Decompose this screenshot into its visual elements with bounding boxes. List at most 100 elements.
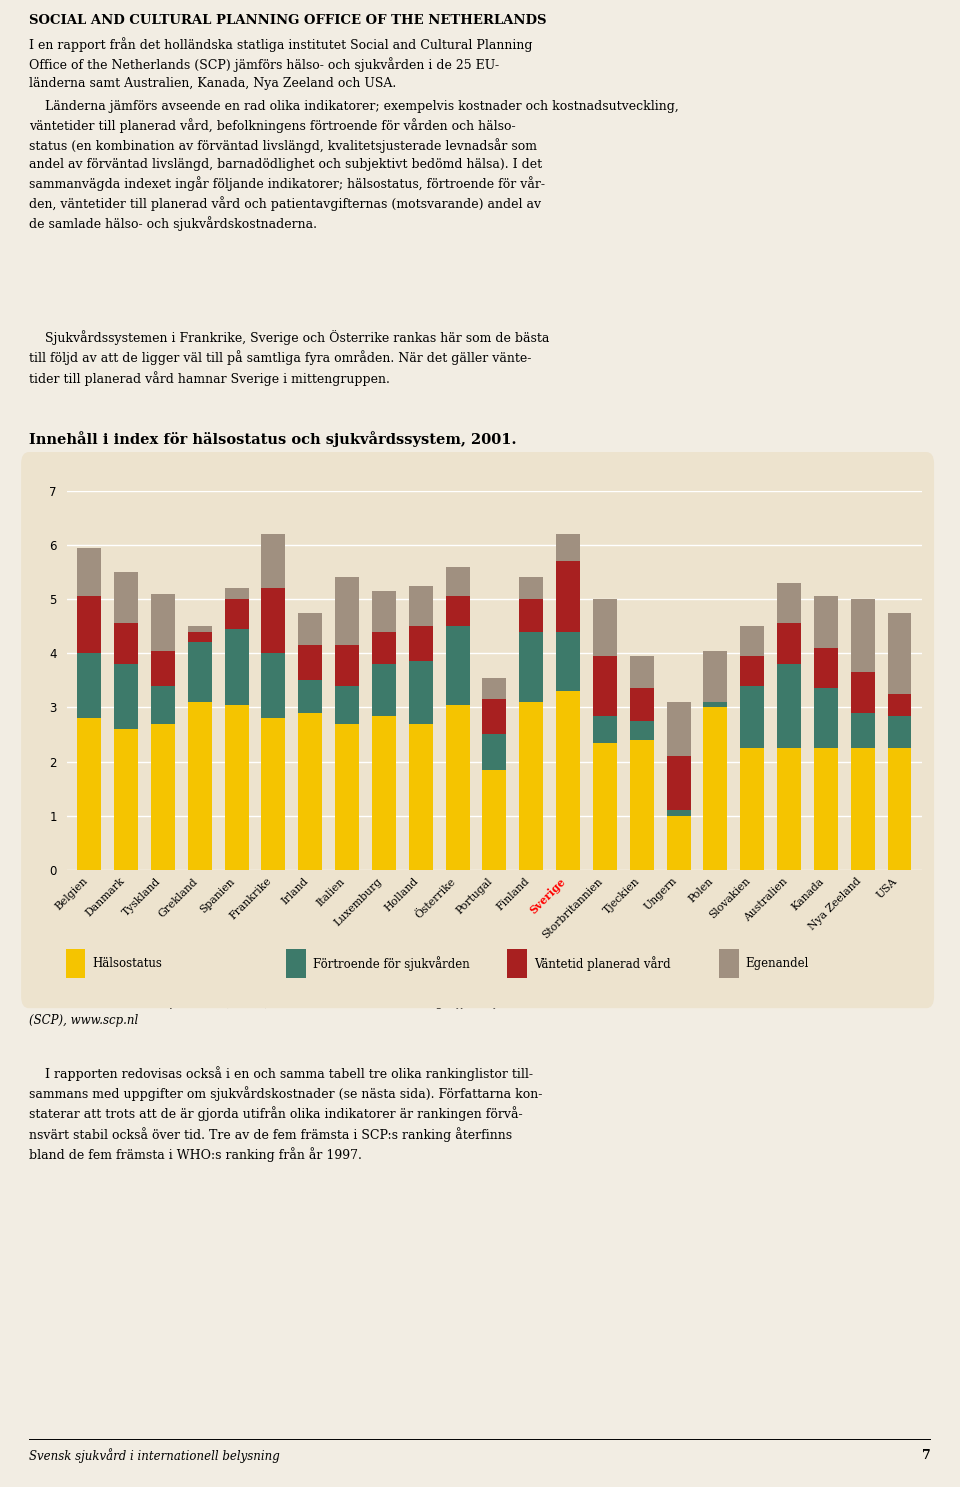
Text: Luxemburg: Luxemburg	[332, 876, 384, 928]
Bar	[483, 699, 506, 735]
Bar	[593, 599, 617, 656]
Bar	[188, 642, 212, 702]
Bar	[335, 724, 359, 870]
Bar	[888, 694, 911, 715]
Bar	[814, 748, 838, 870]
Bar	[151, 650, 175, 686]
Bar	[483, 678, 506, 699]
Bar	[704, 650, 728, 702]
Text: Portugal: Portugal	[454, 876, 494, 916]
Bar	[188, 626, 212, 632]
Bar	[630, 656, 654, 688]
Text: Egenandel: Egenandel	[746, 958, 809, 970]
Bar	[593, 715, 617, 742]
Bar	[151, 593, 175, 650]
Bar	[851, 672, 875, 712]
Bar	[151, 724, 175, 870]
Bar	[483, 735, 506, 770]
Text: Kanada: Kanada	[790, 876, 826, 912]
Bar	[777, 623, 801, 665]
Text: SOCIAL AND CULTURAL PLANNING OFFICE OF THE NETHERLANDS: SOCIAL AND CULTURAL PLANNING OFFICE OF T…	[29, 15, 546, 27]
Bar	[151, 686, 175, 724]
Bar	[78, 653, 101, 718]
Bar	[630, 688, 654, 721]
Bar	[114, 665, 138, 729]
Bar	[851, 599, 875, 672]
Text: Tjeckien: Tjeckien	[602, 876, 641, 916]
Bar	[445, 596, 469, 626]
Text: Österrike: Österrike	[414, 876, 458, 920]
Text: Belgien: Belgien	[53, 876, 89, 913]
Text: Väntetid planerad vård: Väntetid planerad vård	[534, 956, 670, 971]
Bar	[188, 632, 212, 642]
Text: Australien: Australien	[742, 876, 789, 923]
Bar	[507, 949, 527, 978]
Text: Hälsostatus: Hälsostatus	[92, 958, 162, 970]
Text: Storbritannien: Storbritannien	[540, 876, 605, 940]
Bar	[777, 583, 801, 623]
Bar	[114, 623, 138, 665]
Text: Holland: Holland	[383, 876, 420, 913]
Text: I en rapport från det holländska statliga institutet Social and Cultural Plannin: I en rapport från det holländska statlig…	[29, 37, 532, 89]
Bar	[556, 691, 580, 870]
Bar	[814, 688, 838, 748]
Bar	[409, 626, 433, 662]
Bar	[372, 590, 396, 632]
Bar	[409, 586, 433, 626]
Bar	[335, 645, 359, 686]
Bar	[299, 681, 323, 712]
Bar	[666, 810, 690, 816]
Text: Tyskland: Tyskland	[121, 876, 163, 917]
Bar	[225, 705, 249, 870]
Bar	[445, 626, 469, 705]
Bar	[225, 629, 249, 705]
Text: Finland: Finland	[494, 876, 531, 913]
Bar	[335, 577, 359, 645]
Bar	[299, 645, 323, 681]
Bar	[78, 596, 101, 653]
Bar	[188, 702, 212, 870]
Bar	[261, 589, 285, 653]
Bar	[372, 715, 396, 870]
Bar	[225, 599, 249, 629]
Bar	[556, 632, 580, 691]
Bar	[519, 702, 543, 870]
Bar	[740, 748, 764, 870]
Bar	[666, 755, 690, 810]
Bar	[740, 686, 764, 748]
Bar	[814, 596, 838, 648]
Text: Innehåll i index för hälsostatus och sjukvårdssystem, 2001.: Innehåll i index för hälsostatus och sju…	[29, 431, 516, 446]
Bar	[445, 567, 469, 596]
Bar	[483, 770, 506, 870]
Bar	[409, 662, 433, 724]
Text: Sjukvårdssystemen i Frankrike, Sverige och Österrike rankas här som de bästa
til: Sjukvårdssystemen i Frankrike, Sverige o…	[29, 330, 549, 385]
Bar	[286, 949, 306, 978]
Text: Irland: Irland	[279, 876, 310, 907]
Text: Källa: Public Sector Performance, 2004, Social and Cultural Planning Office of t: Källa: Public Sector Performance, 2004, …	[29, 996, 599, 1028]
Bar	[519, 599, 543, 632]
Bar	[777, 665, 801, 748]
Bar	[851, 712, 875, 748]
Bar	[719, 949, 738, 978]
Bar	[777, 748, 801, 870]
Bar	[704, 702, 728, 708]
Bar	[372, 632, 396, 665]
Text: Danmark: Danmark	[84, 876, 126, 919]
Bar	[65, 949, 85, 978]
Bar	[740, 656, 764, 686]
Bar	[114, 572, 138, 623]
Bar	[593, 742, 617, 870]
Bar	[261, 534, 285, 589]
Text: Sverige: Sverige	[528, 876, 568, 916]
Text: Förtroende för sjukvården: Förtroende för sjukvården	[313, 956, 469, 971]
Bar	[740, 626, 764, 656]
Bar	[851, 748, 875, 870]
Bar	[666, 702, 690, 755]
Text: Grekland: Grekland	[156, 876, 200, 919]
Text: Slovakien: Slovakien	[708, 876, 753, 920]
Text: Italien: Italien	[315, 876, 348, 909]
Text: Nya Zeeland: Nya Zeeland	[806, 876, 863, 932]
Text: 7: 7	[923, 1448, 931, 1462]
Bar	[519, 632, 543, 702]
Text: I rapporten redovisas också i en och samma tabell tre olika rankinglistor till-
: I rapporten redovisas också i en och sam…	[29, 1066, 542, 1161]
